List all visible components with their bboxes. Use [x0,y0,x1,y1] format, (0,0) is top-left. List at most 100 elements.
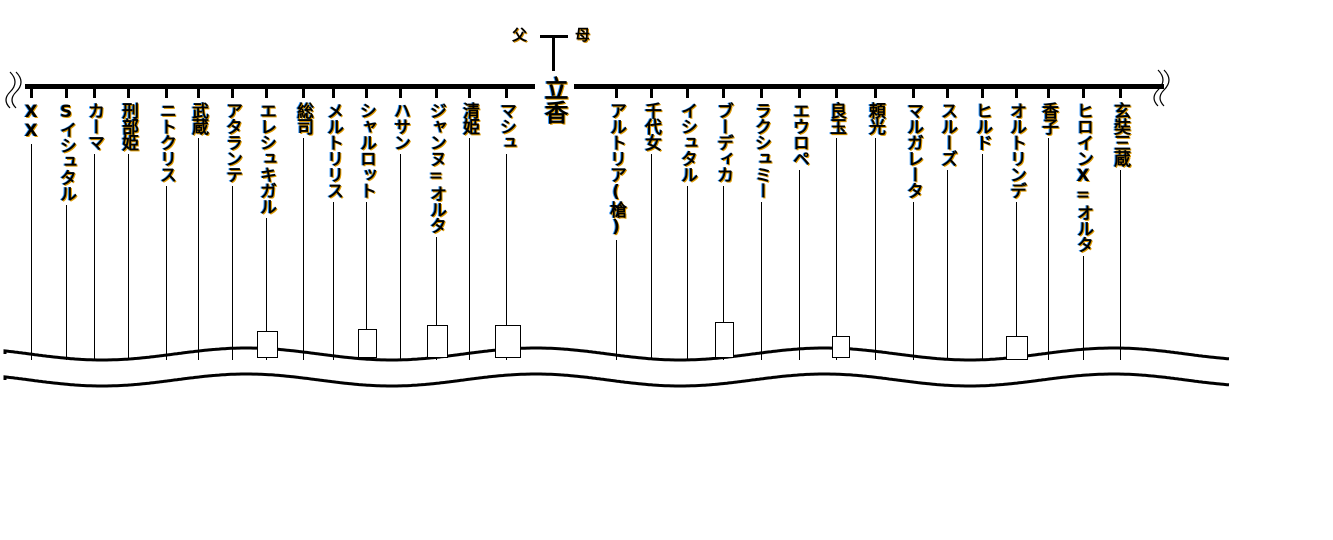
break-mark-right [1153,69,1170,107]
tick [230,88,234,98]
descent-line [65,205,67,360]
descent-line [365,202,367,360]
child-name: Sイシュタル [56,102,76,201]
tick [685,88,689,98]
child-right-4: ラクシュミー [749,88,773,360]
tick [398,88,402,98]
child-name: メルトリリス [323,102,343,198]
descent-line [686,186,688,360]
descent-line [93,154,95,360]
sibling-line-left [25,84,535,89]
child-right-1: 千代女 [639,88,663,360]
descent-line [399,154,401,360]
child-name: マシュ [496,102,516,150]
tick [331,88,335,98]
tick [834,88,838,98]
child-name: 頼光 [865,102,885,134]
child-right-3: ブーディカ [711,88,735,360]
parent-connector-v [552,35,555,71]
child-right-10: ヒルド [970,88,994,360]
child-name: シャルロット [356,102,376,198]
child-left-9: メルトリリス [321,88,345,360]
child-name: アタランテ [222,102,242,182]
child-right-14: 玄奘三蔵 [1108,88,1132,360]
child-left-6: アタランテ [220,88,244,360]
child-right-5: エウロペ [787,88,811,360]
tick [301,88,305,98]
child-left-8: 総司 [291,88,315,360]
offspring-box [257,331,278,358]
child-name: ハサン [390,102,410,150]
descent-line [231,186,233,360]
descent-line [722,186,724,360]
child-name: エウロペ [789,102,809,166]
wave-line-bottom [3,372,1230,388]
descent-line [1047,138,1049,360]
child-name: 香子 [1038,102,1058,134]
child-name: 総司 [293,102,313,134]
tick [1081,88,1085,98]
child-name: 千代女 [641,102,661,150]
tick [945,88,949,98]
descent-line [874,138,876,360]
child-name: ヒロインX=オルタ [1073,102,1093,252]
descent-line [435,237,437,360]
tick [1014,88,1018,98]
child-right-6: 良玉 [824,88,848,360]
child-name: ニトクリス [156,102,176,182]
tick [196,88,200,98]
child-right-7: 頼光 [863,88,887,360]
descent-line [165,186,167,360]
descent-line [946,170,948,360]
descent-line [981,154,983,360]
child-name: 玄奘三蔵 [1110,102,1130,166]
sibling-line-right [574,84,1164,89]
descent-line [197,138,199,360]
descent-line [650,154,652,360]
descent-line [505,154,507,360]
child-left-11: ハサン [388,88,412,360]
child-name: マルガレータ [903,102,923,198]
descent-line [798,170,800,360]
descent-line [468,138,470,360]
descent-line [760,202,762,360]
tick [797,88,801,98]
offspring-box [832,336,850,358]
descent-line [615,240,617,360]
tick [164,88,168,98]
child-left-3: 刑部姫 [116,88,140,360]
offspring-box [358,329,377,358]
tick [467,88,471,98]
child-left-13: 清姫 [457,88,481,360]
tick [364,88,368,98]
child-name: ヒルド [972,102,992,150]
child-name: ラクシュミー [751,102,771,198]
offspring-box [1006,336,1028,360]
child-name: スルーズ [937,102,957,166]
child-left-0: XX [19,88,43,360]
tick [649,88,653,98]
descent-line [30,144,32,360]
child-name: ジャンヌ=オルタ [426,102,446,233]
child-right-13: ヒロインX=オルタ [1071,88,1095,360]
break-mark-left [5,71,22,109]
child-name: 良玉 [826,102,846,134]
child-left-1: Sイシュタル [54,88,78,360]
child-left-4: ニトクリス [154,88,178,360]
tick [264,88,268,98]
child-name: イシュタル [677,102,697,182]
child-right-0: アルトリア(槍) [604,88,628,360]
tick [64,88,68,98]
offspring-box [495,325,521,358]
child-right-2: イシュタル [675,88,699,360]
child-left-12: ジャンヌ=オルタ [424,88,448,360]
child-name: オルトリンデ [1006,102,1026,198]
child-right-12: 香子 [1036,88,1060,360]
father-label: 父 [512,26,528,44]
tick [92,88,96,98]
child-name: 清姫 [459,102,479,134]
tick [1118,88,1122,98]
offspring-box [715,322,734,358]
child-left-10: シャルロット [354,88,378,360]
child-left-5: 武蔵 [186,88,210,360]
